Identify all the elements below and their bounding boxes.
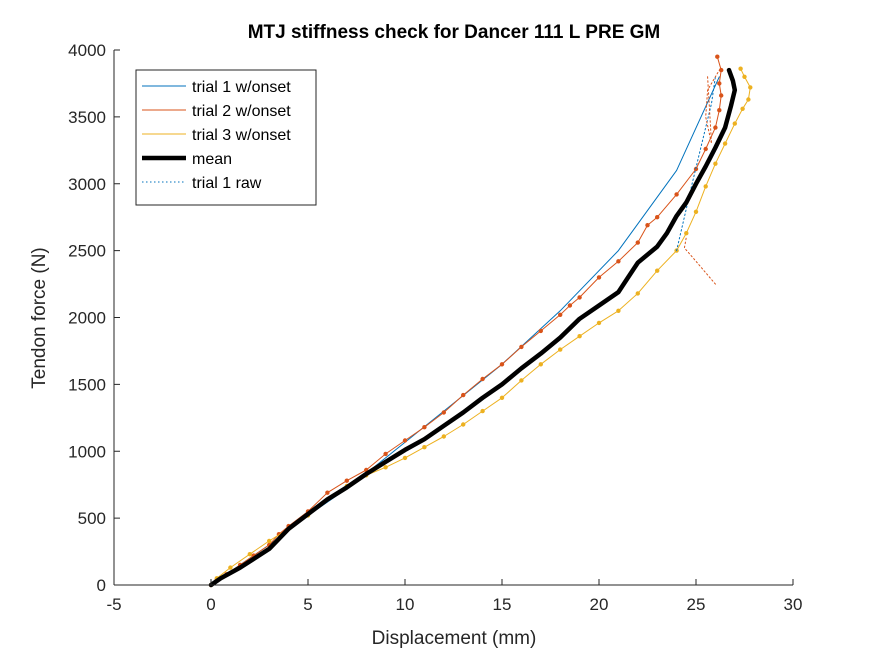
- y-tick-label: 0: [97, 576, 106, 595]
- data-point: [738, 66, 743, 71]
- x-tick-label: -5: [106, 595, 121, 614]
- legend: trial 1 w/onset trial 2 w/onset trial 3 w/…: [135, 69, 317, 206]
- data-point: [719, 67, 724, 73]
- series-line-6: [705, 69, 720, 145]
- data-point: [519, 378, 524, 383]
- data-point: [267, 538, 272, 544]
- data-point: [422, 425, 427, 430]
- series-line-5: [676, 76, 716, 252]
- data-point: [538, 328, 543, 334]
- data-point: [693, 209, 699, 214]
- y-tick-label: 4000: [68, 41, 106, 60]
- series-7: [683, 236, 716, 285]
- data-point: [567, 303, 573, 308]
- y-tick-label: 1500: [68, 375, 106, 394]
- data-point: [480, 376, 485, 382]
- x-tick-label: 25: [687, 595, 706, 614]
- legend-label: trial 1 w/onset: [192, 79, 291, 96]
- data-point: [635, 291, 640, 296]
- axes: -5 0 5 10 15 20 25 3005001000150020002500300035…: [68, 41, 802, 614]
- data-point: [717, 108, 722, 113]
- data-point: [538, 362, 543, 367]
- data-point: [577, 295, 582, 300]
- data-point: [722, 141, 728, 146]
- data-point: [742, 74, 747, 80]
- x-tick-label: 20: [590, 595, 609, 614]
- legend-entry: trial 2 w/onset: [142, 103, 291, 120]
- legend-label: trial 3 w/onset: [192, 127, 291, 144]
- data-point: [402, 438, 408, 443]
- data-point: [519, 344, 524, 350]
- legend-entry: trial 3 w/onset: [142, 127, 291, 144]
- data-point: [577, 334, 582, 339]
- x-tick-label: 30: [784, 595, 803, 614]
- y-tick-label: 3500: [68, 108, 106, 127]
- series-4: [208, 67, 738, 588]
- data-point: [713, 161, 718, 166]
- data-point: [499, 395, 505, 400]
- data-point: [441, 434, 446, 439]
- data-point: [461, 422, 466, 427]
- data-point: [740, 106, 745, 112]
- y-tick-label: 1000: [68, 442, 106, 461]
- data-point: [441, 410, 446, 415]
- data-point: [748, 85, 753, 90]
- data-point: [713, 125, 718, 130]
- data-point: [325, 490, 330, 495]
- data-point: [422, 445, 427, 450]
- data-point: [383, 451, 388, 457]
- legend-label: trial 1 raw: [192, 175, 262, 192]
- data-point: [228, 565, 233, 570]
- data-point: [616, 259, 621, 264]
- series-line-4: [208, 67, 738, 588]
- x-tick-label: 15: [493, 595, 512, 614]
- data-point: [558, 347, 563, 352]
- data-point: [383, 465, 388, 470]
- data-point: [703, 184, 708, 189]
- data-point: [635, 240, 640, 245]
- data-point: [684, 231, 689, 236]
- legend-label: trial 2 w/onset: [192, 103, 291, 120]
- data-point: [715, 54, 720, 59]
- y-tick-label: 2500: [68, 242, 106, 261]
- series-6: [705, 69, 720, 145]
- data-point: [732, 121, 737, 126]
- data-point: [247, 552, 252, 557]
- data-point: [717, 81, 722, 86]
- y-tick-label: 500: [78, 509, 106, 528]
- data-point: [480, 408, 485, 414]
- data-point: [703, 146, 708, 152]
- data-point: [461, 392, 466, 398]
- data-point: [616, 308, 621, 313]
- data-point: [596, 275, 602, 280]
- data-point: [719, 93, 724, 98]
- y-tick-label: 3000: [68, 175, 106, 194]
- data-point: [499, 362, 505, 367]
- x-tick-label: 10: [396, 595, 415, 614]
- legend-label: mean: [192, 151, 232, 168]
- y-tick-label: 2000: [68, 309, 106, 328]
- data-point: [645, 223, 650, 228]
- data-point: [746, 97, 751, 102]
- x-axis-label: Displacement (mm): [372, 628, 537, 649]
- x-tick-label: 0: [206, 595, 215, 614]
- legend-entry: trial 1 raw: [142, 175, 262, 192]
- data-point: [558, 312, 563, 317]
- x-tick-label: 5: [303, 595, 312, 614]
- legend-entry: trial 1 w/onset: [142, 79, 291, 96]
- data-point: [344, 478, 349, 483]
- y-axis-label: Tendon force (N): [29, 247, 50, 389]
- data-point: [674, 192, 679, 197]
- data-point: [655, 215, 660, 220]
- data-point: [655, 268, 660, 273]
- data-point: [402, 455, 408, 461]
- data-point: [596, 320, 602, 326]
- series-5: [676, 76, 716, 252]
- chart-title: MTJ stiffness check for Dancer 111 L PRE…: [248, 22, 661, 43]
- series-line-7: [683, 236, 716, 285]
- legend-entry: mean: [142, 151, 232, 168]
